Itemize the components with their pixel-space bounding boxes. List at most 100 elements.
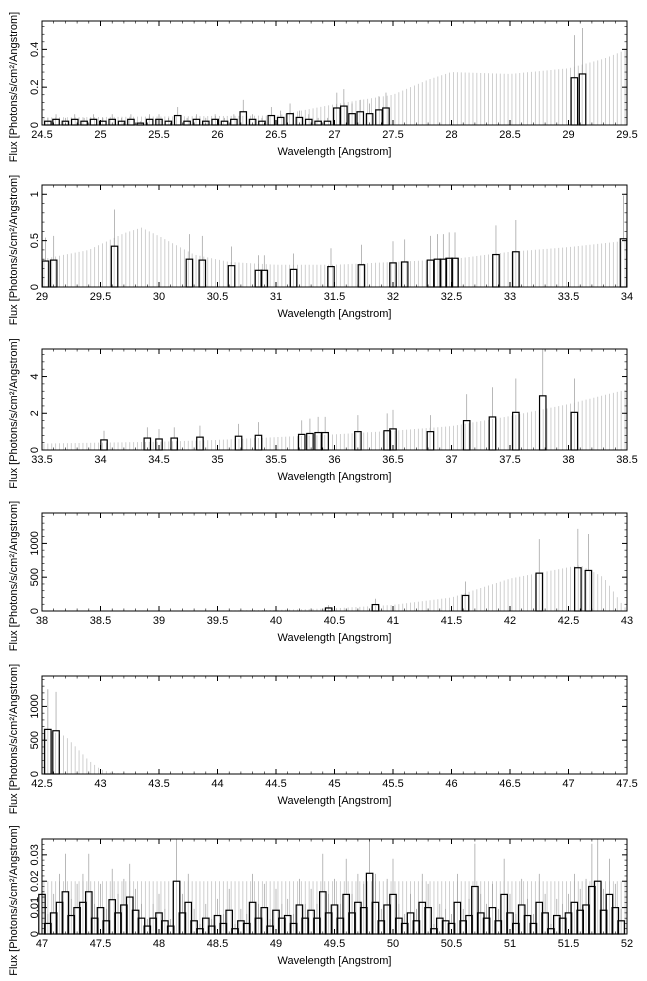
y-axis-title: Flux [Photons/s/cm²/Angstrom] (8, 825, 20, 975)
x-tick-label: 36 (328, 454, 340, 466)
x-tick-label: 42 (504, 615, 516, 627)
x-tick-label: 38.5 (616, 454, 637, 466)
y-tick-label: 0 (29, 771, 41, 777)
x-tick-label: 36.5 (382, 454, 403, 466)
x-tick-label: 38 (36, 615, 48, 627)
x-tick-label: 51.5 (558, 938, 579, 950)
x-tick-label: 33 (504, 291, 516, 303)
x-tick-label: 26 (211, 129, 223, 141)
flux-bar (230, 118, 238, 126)
x-tick-label: 31.5 (324, 291, 345, 303)
x-tick-label: 46.5 (499, 778, 520, 790)
x-tick-label: 43.5 (148, 778, 169, 790)
y-tick-label: 0.2 (29, 80, 41, 95)
x-tick-label: 50 (387, 938, 399, 950)
x-tick-label: 45.5 (382, 778, 403, 790)
y-tick-label: 0 (29, 447, 41, 453)
x-tick-label: 43 (94, 778, 106, 790)
x-tick-label: 24.5 (31, 129, 52, 141)
flux-bar (220, 120, 229, 126)
y-tick-label: 0.01 (29, 897, 41, 918)
y-axis-title: Flux [Photons/s/cm²/Angstrom] (8, 12, 20, 162)
x-axis-title: Wavelength [Angstrom] (278, 308, 392, 320)
y-tick-label: 0 (29, 284, 41, 290)
y-tick-label: 0 (29, 122, 41, 128)
flux-bar (314, 431, 322, 451)
flux-bar (80, 120, 88, 126)
x-axis-title: Wavelength [Angstrom] (278, 955, 392, 967)
x-axis-title: Wavelength [Angstrom] (278, 632, 392, 644)
flux-bar (323, 120, 332, 126)
x-tick-label: 39 (153, 615, 165, 627)
y-tick-label: 0.5 (29, 233, 41, 248)
x-tick-label: 37.5 (499, 454, 520, 466)
y-axis-title: Flux [Photons/s/cm²/Angstrom] (8, 664, 20, 814)
x-tick-label: 51 (504, 938, 516, 950)
flux-bar (382, 107, 390, 126)
flux-bar (267, 114, 276, 126)
x-tick-label: 32 (387, 291, 399, 303)
x-tick-label: 43 (621, 615, 633, 627)
x-tick-label: 42.5 (558, 615, 579, 627)
x-tick-label: 45 (328, 778, 340, 790)
x-tick-label: 37 (445, 454, 457, 466)
y-tick-label: 1 (29, 191, 41, 197)
x-tick-label: 47 (36, 938, 48, 950)
y-tick-label: 0 (29, 608, 41, 614)
y-axis-title: Flux [Photons/s/cm²/Angstrom] (8, 338, 20, 488)
y-tick-label: 1000 (29, 531, 41, 555)
flux-bar (183, 120, 191, 126)
x-tick-label: 29 (562, 129, 574, 141)
flux-bar (185, 258, 194, 288)
flux-bar (276, 116, 285, 126)
x-tick-label: 34 (621, 291, 633, 303)
x-tick-label: 31 (270, 291, 282, 303)
flux-bar (127, 118, 135, 126)
x-tick-label: 29 (36, 291, 48, 303)
x-tick-label: 48.5 (207, 938, 228, 950)
y-tick-label: 0.02 (29, 871, 41, 892)
x-tick-label: 49 (270, 938, 282, 950)
x-tick-label: 33.5 (31, 454, 52, 466)
x-tick-label: 34 (94, 454, 106, 466)
x-tick-label: 38.5 (90, 615, 111, 627)
x-tick-label: 29.5 (616, 129, 637, 141)
x-tick-label: 27 (328, 129, 340, 141)
x-tick-label: 47.5 (90, 938, 111, 950)
x-tick-label: 48 (153, 938, 165, 950)
y-tick-label: 4 (29, 373, 41, 379)
x-tick-label: 42.5 (31, 778, 52, 790)
plot-frame (41, 675, 628, 775)
x-axis-title: Wavelength [Angstrom] (278, 146, 392, 158)
x-tick-label: 27.5 (382, 129, 403, 141)
x-tick-label: 29.5 (90, 291, 111, 303)
y-tick-label: 1000 (29, 694, 41, 718)
x-tick-label: 34.5 (148, 454, 169, 466)
x-tick-label: 30.5 (207, 291, 228, 303)
panel-5: 42.5 43 43.5 44 44.5 45 45.5 46 46.5 47 47.5 0 500 10… (8, 664, 638, 814)
panel-2: 29 29.5 30 30.5 31 31.5 32 32.5 33 33.5 34 0 0.5 1 Wav… (8, 175, 633, 325)
x-tick-label: 35.5 (265, 454, 286, 466)
x-tick-label: 40.5 (324, 615, 345, 627)
y-tick-label: 0.03 (29, 844, 41, 865)
x-axis-title: Wavelength [Angstrom] (278, 471, 392, 483)
y-tick-label: 0.4 (29, 42, 41, 57)
panel-4: 38 38.5 39 39.5 40 40.5 41 41.5 42 42.5 43 0 500 1000… (8, 501, 633, 651)
flux-bar (314, 120, 322, 126)
x-tick-label: 25.5 (148, 129, 169, 141)
x-tick-label: 35 (211, 454, 223, 466)
x-tick-label: 50.5 (441, 938, 462, 950)
x-tick-label: 32.5 (441, 291, 462, 303)
x-tick-label: 28.5 (499, 129, 520, 141)
x-tick-label: 44.5 (265, 778, 286, 790)
panel-3: 33.5 34 34.5 35 35.5 36 36.5 37 37.5 38 38.5 0 2 4 Wav… (8, 338, 638, 488)
x-tick-label: 47 (562, 778, 574, 790)
x-tick-label: 25 (94, 129, 106, 141)
x-tick-label: 33.5 (558, 291, 579, 303)
x-tick-label: 44 (211, 778, 223, 790)
x-tick-label: 39.5 (207, 615, 228, 627)
x-tick-label: 46 (445, 778, 457, 790)
x-tick-label: 47.5 (616, 778, 637, 790)
